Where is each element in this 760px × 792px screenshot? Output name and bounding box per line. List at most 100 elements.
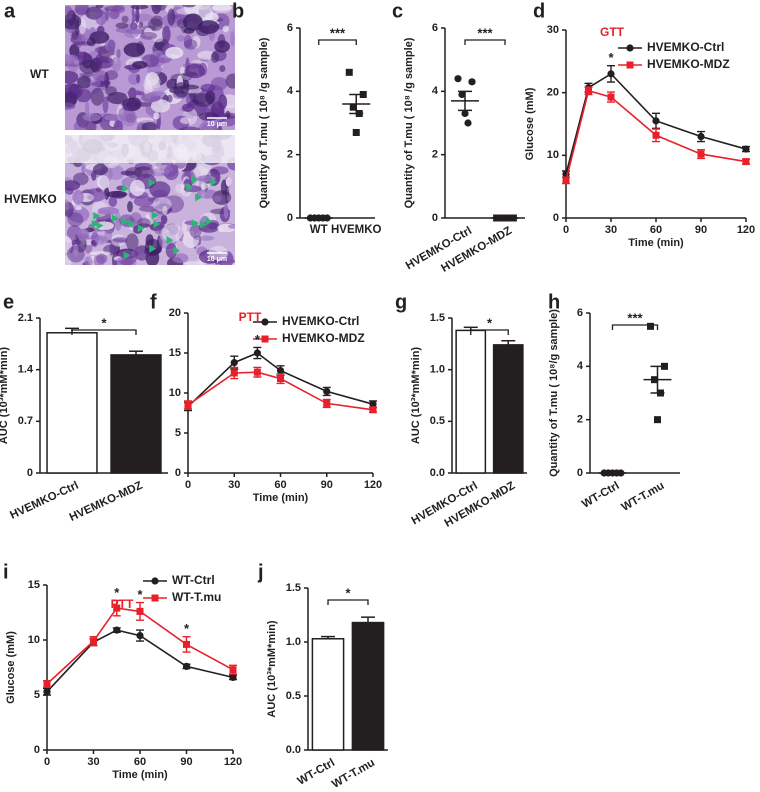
tissue-blob [109,243,114,257]
x-tick-label: 60 [650,224,662,236]
legend-marker [151,594,159,602]
y-tick-label: 0 [175,467,181,479]
tissue-blob [182,103,194,113]
significance: * [184,621,190,636]
panel-label: e [3,291,14,313]
tissue-blob [167,8,176,26]
tissue-blob [65,6,74,20]
marker [323,399,331,407]
significance: * [137,587,143,602]
tissue-blob [65,83,83,100]
image-label: HVEMKO [4,192,57,206]
y-axis-label: AUC (10³*mM*min) [266,620,278,718]
y-tick-label: 0 [27,467,33,479]
arrowhead [149,244,157,253]
tissue-blob [162,205,168,216]
legend-marker [261,318,269,326]
x-tick-label: WT [310,224,328,236]
arrowhead [205,217,213,226]
y-tick-label: 10 [28,634,40,646]
tissue-blob [97,206,120,215]
tissue-blob [123,42,146,57]
tissue-blob [178,126,201,130]
significance: *** [330,25,346,40]
micrograph [65,135,235,265]
tissue-blob [107,39,116,52]
panel-label: j [257,561,264,583]
tissue-blob [212,5,232,14]
y-axis-label: Quantity of T.mu ( 10⁸ /g sample) [403,37,415,208]
marker [652,131,660,139]
tissue-blob [82,113,102,122]
y-tick-label: 6 [432,22,438,34]
tissue-blob [91,170,97,181]
marker [607,93,615,101]
tissue-blob [129,179,145,197]
tissue-blob [200,83,216,93]
tissue-blob [192,5,199,13]
y-tick-label: 2 [577,414,583,426]
marker [652,117,660,125]
tissue-blob [226,194,232,203]
tissue-blob [219,65,226,73]
tissue-blob [106,92,128,105]
tissue-blob [172,253,189,264]
y-axis-label: Quantity of T.mu ( 10⁸ /g sample) [258,37,270,208]
tissue-blob [115,22,129,29]
tissue-blob [77,75,92,89]
y-tick-label: 0 [553,212,559,224]
marker [607,70,615,78]
x-tick-label: 0 [185,479,191,491]
tissue-blob [138,21,144,29]
scale-label: 10 μm [207,121,227,128]
arrowhead [111,214,119,223]
tissue-blob [96,175,110,190]
marker [742,145,750,153]
tissue-blob [162,25,171,43]
series-line [46,629,234,693]
bar [110,354,162,474]
tissue-blob [148,91,167,97]
marker [454,75,462,83]
tissue-blob [102,96,109,114]
arrowhead [166,236,174,245]
error-bar [349,93,364,115]
y-tick-label: 6 [287,22,293,34]
tissue-blob [140,31,158,40]
tissue-blob [72,172,89,186]
tissue-blob [112,237,129,243]
tissue-blob [225,110,231,119]
y-tick-label: 0.5 [286,690,301,702]
tissue-blob [74,34,83,49]
arrowhead [191,175,199,184]
tissue-blob [91,81,110,87]
arrowhead [91,220,99,229]
y-tick-label: 20 [169,307,181,319]
image-label: WT [30,67,49,81]
significance-bracket [71,329,137,335]
tissue-blob [79,59,99,74]
tissue-blob [183,34,193,48]
marker [113,604,121,612]
tissue-blob [113,120,124,130]
marker [468,78,476,86]
x-tick-label: 90 [180,756,192,768]
marker [230,369,238,377]
y-tick-label: 1.4 [18,364,34,376]
scale-label: 10 μm [207,256,227,263]
tissue-blob [86,37,97,47]
legend-marker [626,44,634,52]
y-tick-label: 0 [287,212,293,224]
marker [697,150,705,158]
legend-label: WT-T.mu [172,590,221,604]
tissue-blob [132,61,148,69]
y-axis-label: AUC (10³*mM*min) [410,347,422,445]
tissue-blob [165,243,177,259]
tissue-blob [143,27,153,37]
marker [113,626,121,634]
arrowhead [122,184,130,193]
tissue-blob [173,82,190,98]
micrographs: 10 μm 10 μm [65,5,235,265]
tissue-blob [218,94,228,110]
tissue-blob [92,163,109,176]
